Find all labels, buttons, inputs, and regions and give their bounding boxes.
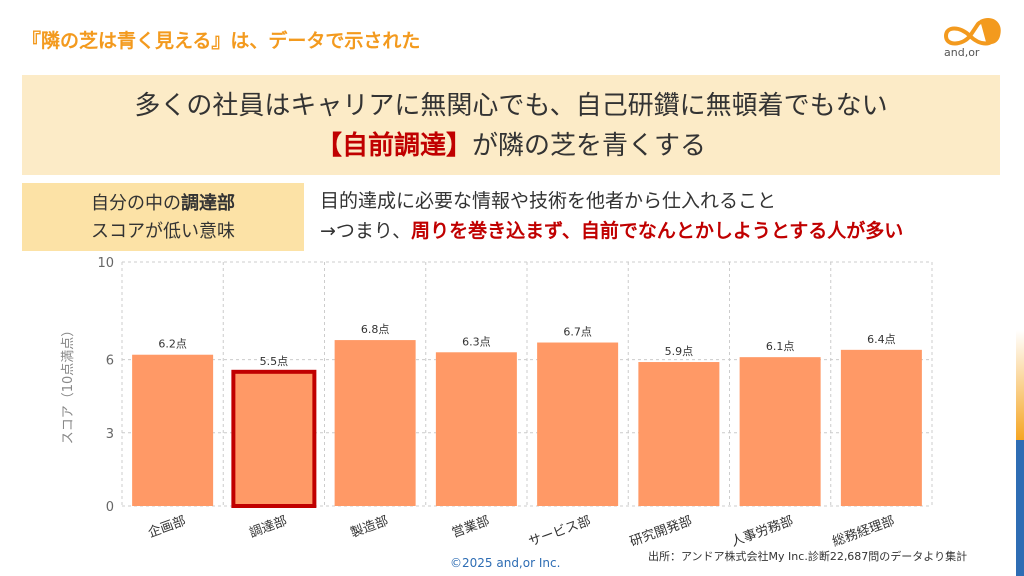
data-label: 6.3点 xyxy=(462,335,491,348)
copyright: ©2025 and,or Inc. xyxy=(450,556,561,570)
headline-highlight: 【自前調達】 xyxy=(315,131,472,161)
data-label: 5.9点 xyxy=(665,345,694,358)
description-highlight: 周りを巻き込まず、自前でなんとかしようとする人が多い xyxy=(411,220,904,242)
description-line-1: 目的達成に必要な情報や技術を他者から仕入れること xyxy=(320,190,777,212)
x-tick-label: 人事労務部 xyxy=(729,514,795,550)
data-label: 6.4点 xyxy=(867,333,896,346)
data-label: 6.7点 xyxy=(563,326,592,339)
x-tick-label: 研究開発部 xyxy=(628,514,694,550)
y-tick-label: 0 xyxy=(106,500,114,515)
x-tick-label: 企画部 xyxy=(146,513,188,541)
source-note: 出所：アンドア株式会社My Inc.診断22,687問のデータより集計 xyxy=(648,550,968,563)
data-label: 6.8点 xyxy=(361,323,390,336)
bar xyxy=(231,369,317,508)
description-line-2: →つまり、周りを巻き込まず、自前でなんとかしようとする人が多い xyxy=(320,216,903,243)
accent-bar-orange xyxy=(1016,0,1024,440)
and-or-logo xyxy=(943,17,1001,46)
y-tick-label: 10 xyxy=(97,256,114,271)
bar xyxy=(537,342,619,506)
headline-line-1: 多くの社員はキャリアに無関心でも、自己研鑽に無頓着でもない xyxy=(134,91,888,121)
headline-line-2: 【自前調達】が隣の芝を青くする xyxy=(22,125,1000,162)
data-label: 6.2点 xyxy=(158,338,187,351)
x-tick-label: 営業部 xyxy=(450,513,492,541)
y-tick-label: 3 xyxy=(106,427,114,442)
x-tick-label: 製造部 xyxy=(349,514,391,541)
callout-prefix: 自分の中の xyxy=(91,193,181,214)
page-title: 『隣の芝は青く見える』は、データで示された xyxy=(22,30,421,52)
x-tick-label: 総務経理部 xyxy=(831,514,897,550)
bar xyxy=(435,352,517,506)
headline-banner: 多くの社員はキャリアに無関心でも、自己研鑽に無頓着でもない 【自前調達】が隣の芝… xyxy=(22,75,1000,175)
data-label: 5.5点 xyxy=(260,355,289,368)
callout-line-2: スコアが低い意味 xyxy=(91,221,235,242)
callout-line-1: 自分の中の調達部 xyxy=(22,189,304,215)
bar xyxy=(132,354,214,506)
logo-text: and,or xyxy=(944,46,980,59)
x-tick-label: サービス部 xyxy=(527,514,593,550)
bar xyxy=(739,357,821,506)
accent-bar-blue xyxy=(1016,440,1024,576)
bar xyxy=(638,362,720,506)
description-prefix: →つまり、 xyxy=(320,220,412,242)
data-label: 6.1点 xyxy=(766,340,795,353)
y-tick-label: 6 xyxy=(106,354,114,369)
bar xyxy=(840,349,922,506)
headline-rest: が隣の芝を青くする xyxy=(472,131,707,161)
x-tick-label: 調達部 xyxy=(247,514,289,541)
bar xyxy=(334,340,416,506)
department-callout: 自分の中の調達部 スコアが低い意味 xyxy=(22,183,304,251)
callout-bold: 調達部 xyxy=(181,193,235,214)
y-axis-label: スコア（10点満点） xyxy=(61,324,76,445)
